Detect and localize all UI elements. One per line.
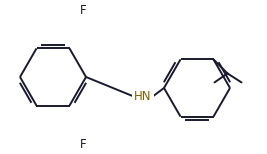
Text: HN: HN [134,91,152,103]
Text: F: F [80,4,86,16]
Text: F: F [80,138,86,150]
